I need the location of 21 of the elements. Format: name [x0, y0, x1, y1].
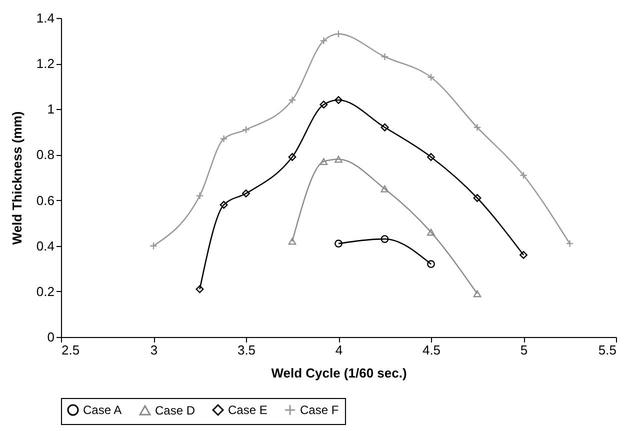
legend-label: Case E	[228, 403, 268, 417]
y-tick-label: 0.4	[36, 238, 54, 254]
y-tick-label: 0.8	[36, 147, 54, 162]
y-tick-label: 1	[47, 102, 54, 117]
legend-label: Case D	[155, 403, 196, 418]
y-axis-title: Weld Thickness (mm)	[9, 111, 24, 245]
x-tick-label: 4	[335, 342, 343, 358]
y-tick-label: 1.2	[36, 56, 54, 72]
x-tick-label: 5	[520, 342, 528, 358]
y-tick-label: 0	[47, 330, 54, 344]
legend-label: Case A	[83, 403, 122, 417]
y-tick-label: 0.6	[36, 192, 54, 208]
x-tick-label: 3.5	[237, 342, 256, 358]
y-tick-label: 0.2	[36, 284, 54, 299]
x-tick-label: 5.5	[598, 342, 616, 358]
x-tick-label: 3	[150, 342, 158, 358]
x-axis-title: Weld Cycle (1/60 sec.)	[271, 366, 407, 380]
y-tick-label: 1.4	[36, 10, 54, 26]
legend-label: Case F	[300, 403, 339, 417]
x-tick-label: 2.5	[62, 342, 80, 358]
x-tick-label: 4.5	[422, 342, 441, 358]
